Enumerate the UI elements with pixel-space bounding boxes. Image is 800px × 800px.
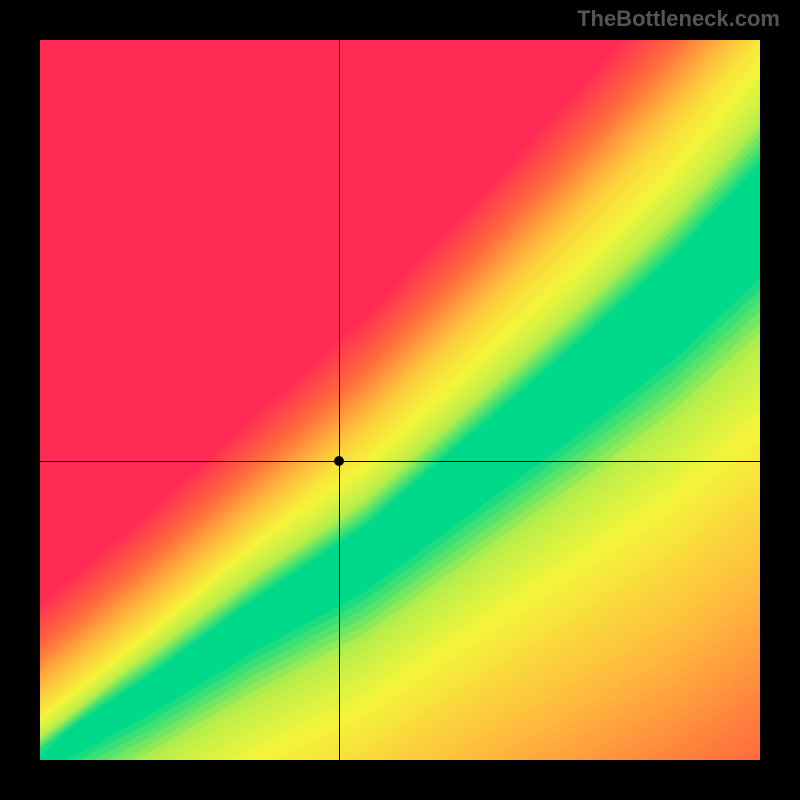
bottleneck-heatmap — [40, 40, 760, 760]
crosshair-horizontal — [40, 461, 760, 462]
watermark-text: TheBottleneck.com — [577, 6, 780, 32]
crosshair-marker — [334, 456, 344, 466]
plot-area — [40, 40, 760, 760]
crosshair-vertical — [339, 40, 340, 760]
chart-container: TheBottleneck.com — [0, 0, 800, 800]
